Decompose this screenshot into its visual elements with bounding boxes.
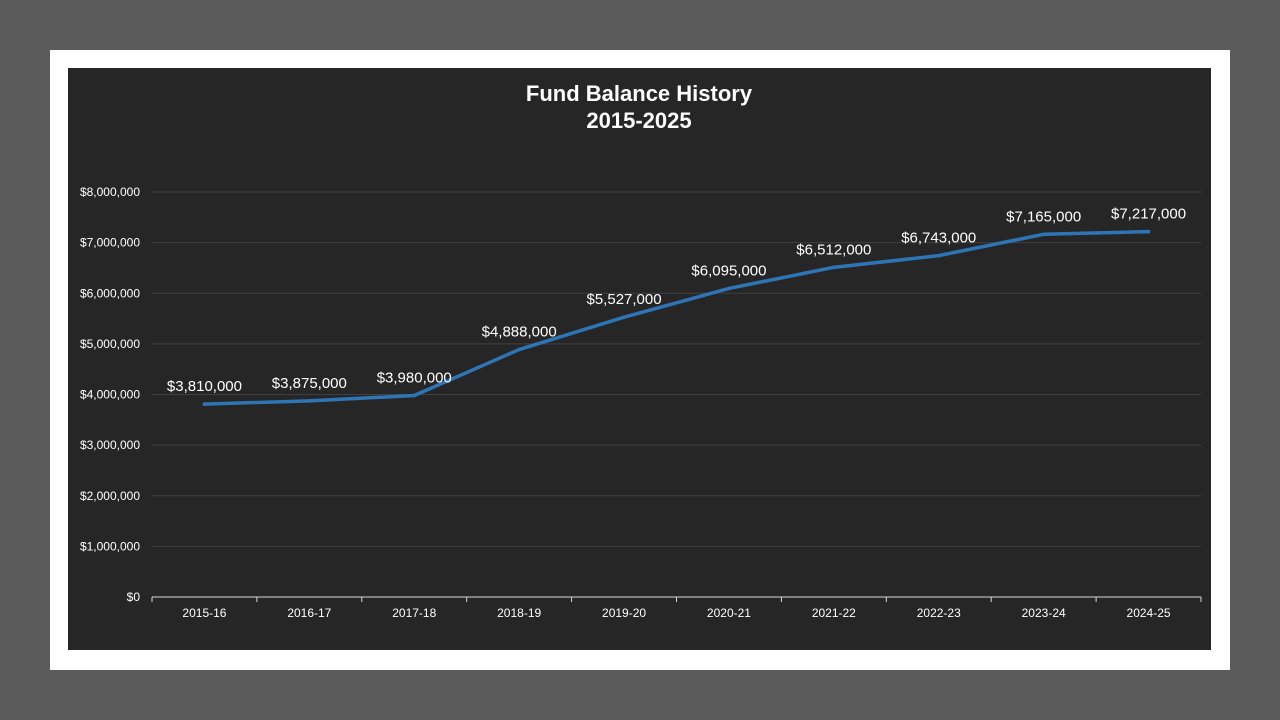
data-point xyxy=(832,265,836,270)
gridlines xyxy=(152,191,1201,547)
y-tick-label: $4,000,000 xyxy=(80,388,140,402)
data-point xyxy=(936,253,941,258)
x-tick-label: 2021-22 xyxy=(812,606,856,620)
data-label: $3,980,000 xyxy=(377,370,452,387)
y-tick-label: $7,000,000 xyxy=(80,236,140,250)
chart-title: Fund Balance History xyxy=(526,81,753,106)
data-point xyxy=(1041,232,1046,237)
data-point xyxy=(727,286,731,291)
data-label: $3,875,000 xyxy=(272,375,347,392)
x-tick-label: 2018-19 xyxy=(497,606,541,620)
data-label: $7,217,000 xyxy=(1111,206,1186,223)
data-point xyxy=(622,315,626,319)
data-point xyxy=(517,347,521,352)
x-tick-label: 2015-16 xyxy=(182,606,226,620)
data-label: $4,888,000 xyxy=(482,324,557,341)
y-tick-label: $1,000,000 xyxy=(80,539,140,553)
data-point xyxy=(307,399,312,403)
data-point xyxy=(1146,229,1151,234)
data-label: $7,165,000 xyxy=(1006,208,1081,225)
y-tick-label: $2,000,000 xyxy=(80,489,140,503)
chart-area xyxy=(68,68,1211,650)
data-label: $6,095,000 xyxy=(691,262,766,279)
data-label: $3,810,000 xyxy=(167,378,242,395)
y-tick-label: $8,000,000 xyxy=(80,185,140,199)
data-labels: $3,810,000 $3,875,000 $3,980,000 $4,888,000… xyxy=(167,206,1186,395)
x-tick-label: 2020-21 xyxy=(707,606,751,620)
y-tick-label: $3,000,000 xyxy=(80,438,140,452)
data-point xyxy=(412,393,417,398)
y-tick-label: $0 xyxy=(127,590,141,604)
x-tick-label: 2024-25 xyxy=(1127,606,1171,620)
data-point xyxy=(202,402,207,406)
x-tick-label: 2016-17 xyxy=(287,606,331,620)
data-label: $6,743,000 xyxy=(901,230,976,247)
series-line xyxy=(202,229,1151,406)
y-tick-label: $6,000,000 xyxy=(80,286,140,300)
data-label: $5,527,000 xyxy=(587,291,662,308)
data-label: $6,512,000 xyxy=(796,241,871,258)
x-tick-label: 2022-23 xyxy=(917,606,961,620)
chart-subtitle: 2015-2025 xyxy=(586,108,691,133)
series xyxy=(202,229,1151,406)
x-tick-label: 2023-24 xyxy=(1022,606,1066,620)
x-tick-label: 2019-20 xyxy=(602,606,646,620)
axes: $0 $1,000,000 $2,000,000 $3,000,000 $4,000,0… xyxy=(80,185,1202,620)
y-tick-label: $5,000,000 xyxy=(80,337,140,351)
x-tick-label: 2017-18 xyxy=(392,606,436,620)
